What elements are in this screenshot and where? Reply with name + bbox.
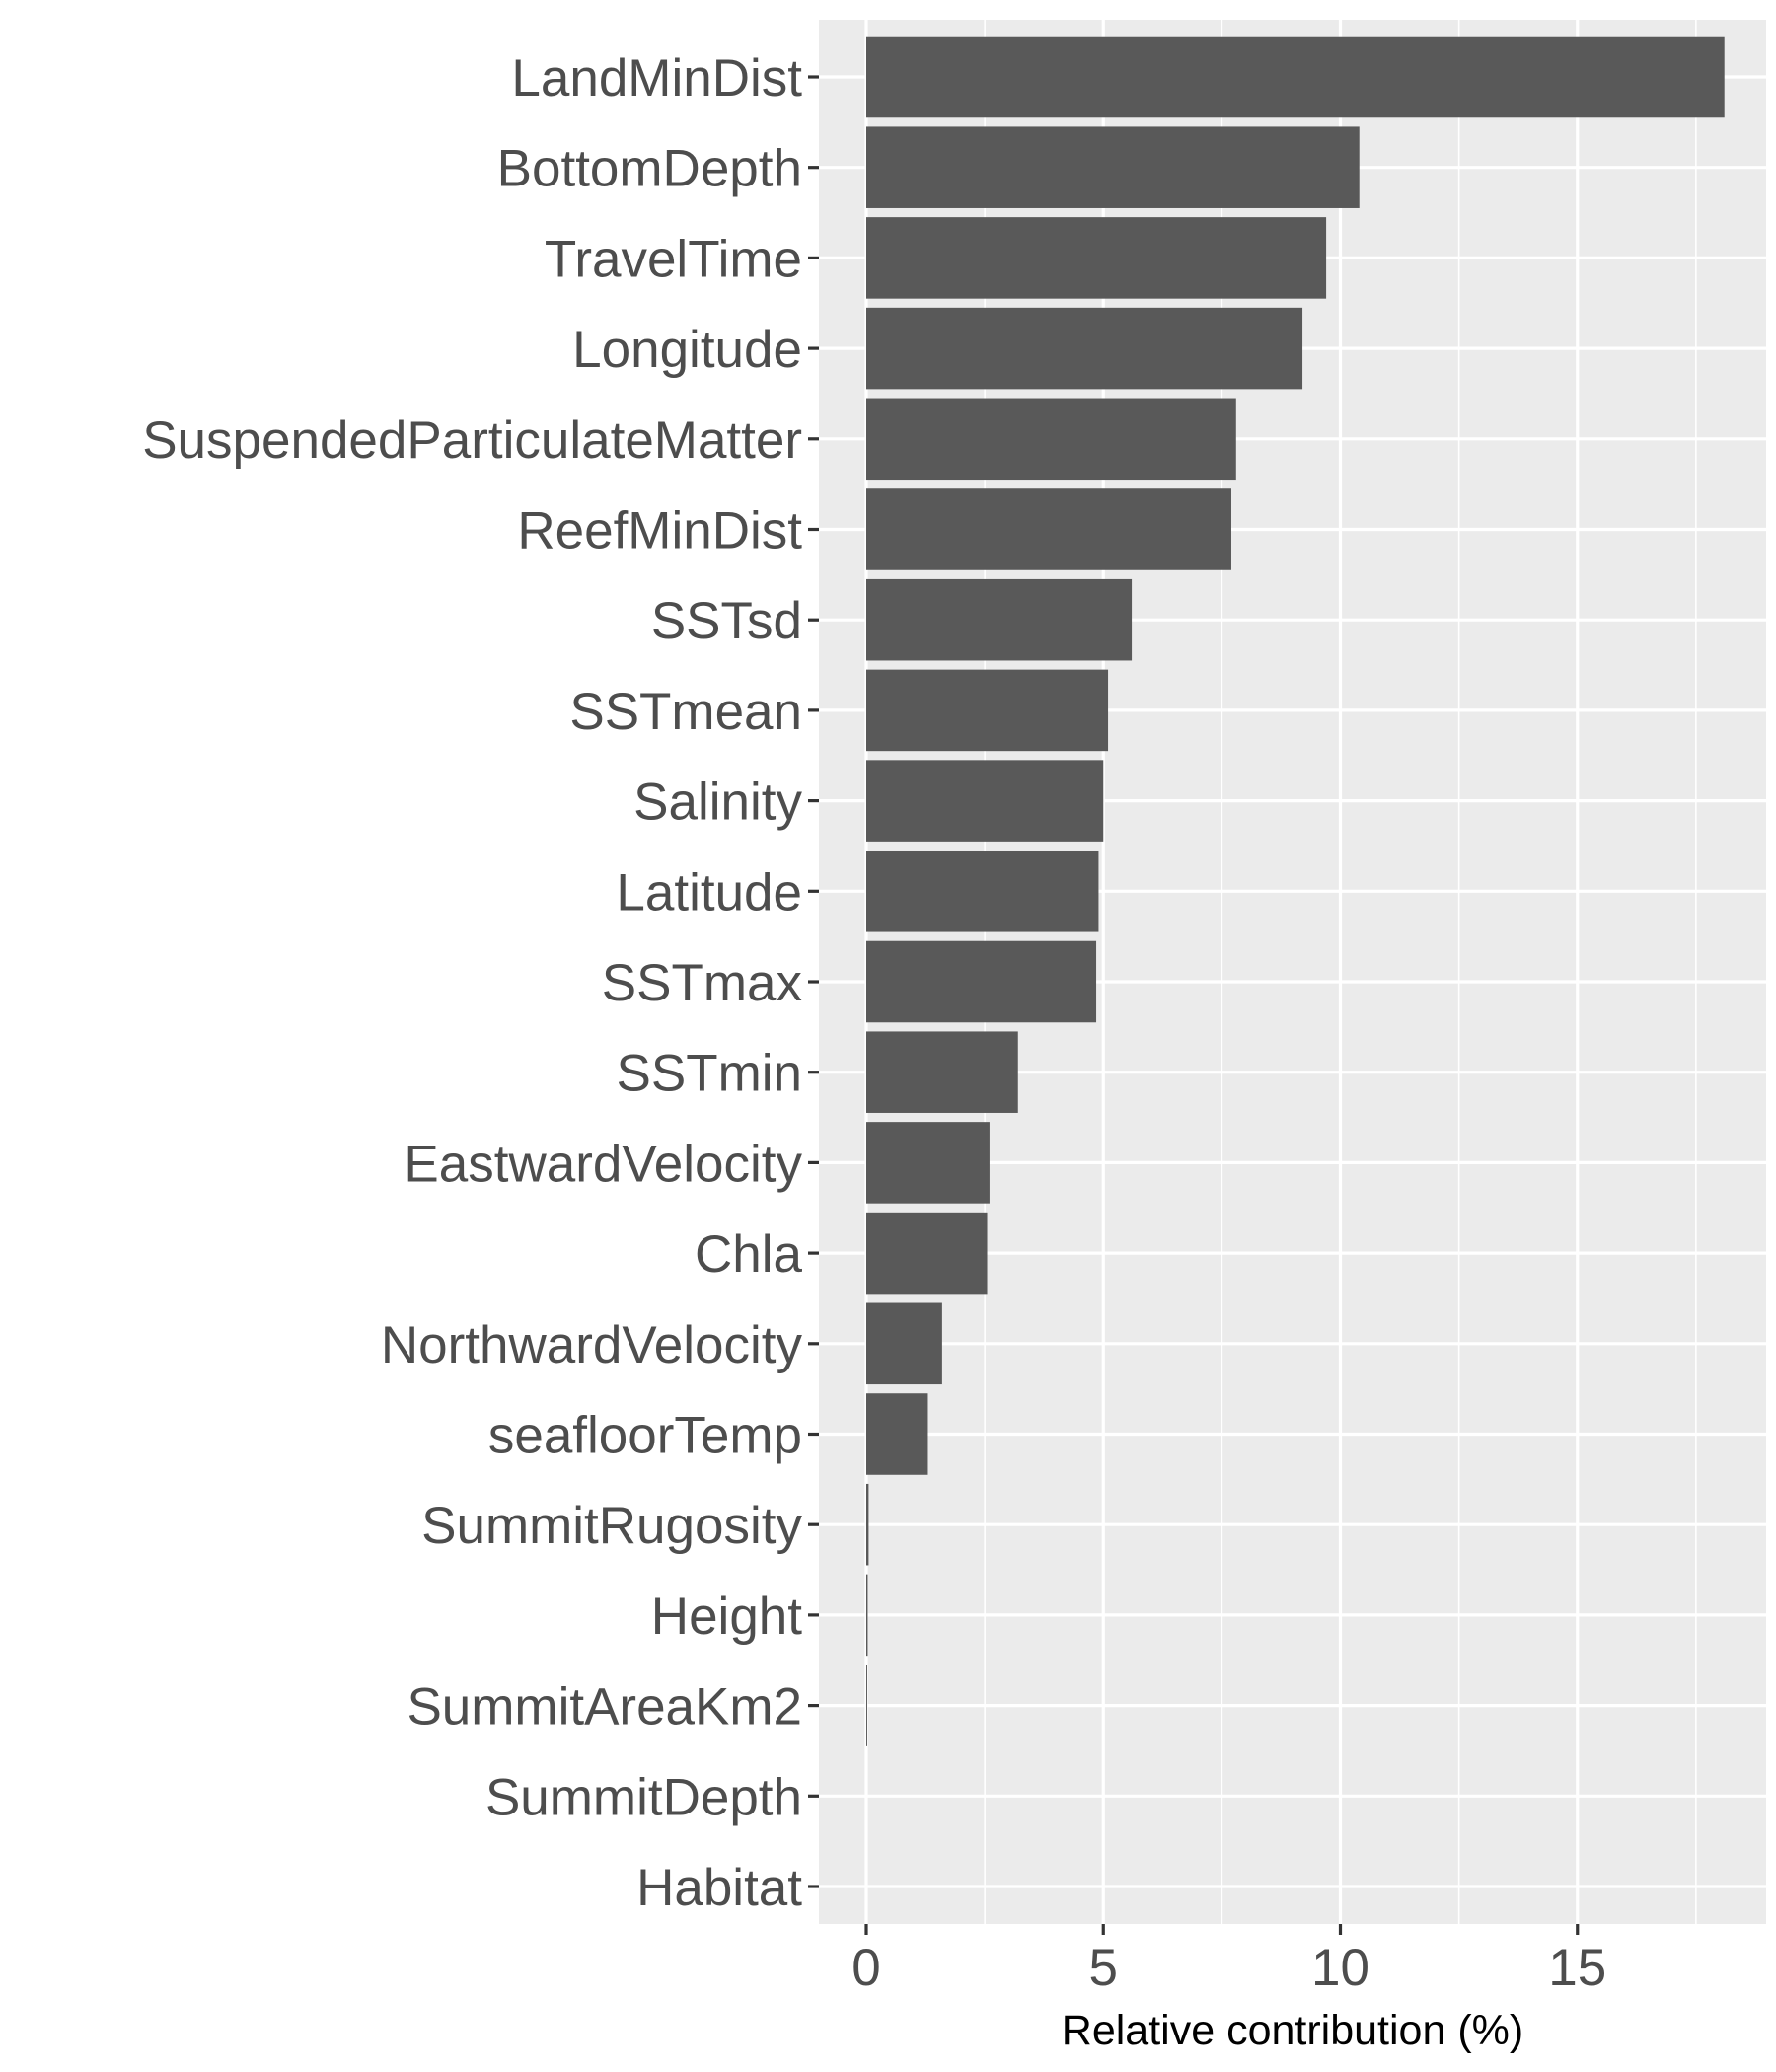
x-tick-label: 5 xyxy=(1089,1939,1118,1997)
y-axis: LandMinDist BottomDepth TravelTime Longitud… xyxy=(142,49,819,1917)
x-tick-label: 15 xyxy=(1548,1939,1606,1997)
bar xyxy=(866,1122,990,1204)
y-tick-label: SSTsd xyxy=(651,592,802,650)
y-tick-label: BottomDepth xyxy=(497,140,802,198)
y-tick-label: TravelTime xyxy=(545,230,802,288)
y-tick-label: NorthwardVelocity xyxy=(381,1316,803,1374)
bar xyxy=(866,760,1104,842)
y-tick-label: Chla xyxy=(695,1225,803,1284)
bar xyxy=(866,1393,928,1475)
y-tick-label: ReefMinDist xyxy=(517,502,802,560)
y-tick-label: seafloorTemp xyxy=(488,1407,802,1465)
bar xyxy=(866,851,1099,932)
y-tick-label: SummitDepth xyxy=(485,1768,802,1826)
y-tick-label: Latitude xyxy=(616,863,802,922)
y-tick-label: Height xyxy=(651,1588,802,1646)
bar xyxy=(866,126,1360,208)
bar xyxy=(866,1574,868,1657)
bar xyxy=(866,398,1236,481)
y-tick-label: EastwardVelocity xyxy=(404,1135,802,1193)
x-axis: 0 5 10 15 xyxy=(851,1924,1606,1997)
bar xyxy=(866,1483,869,1566)
bar xyxy=(866,1302,942,1385)
bar xyxy=(866,1031,1018,1113)
x-tick-label: 10 xyxy=(1311,1939,1369,1997)
y-tick-label: LandMinDist xyxy=(511,49,802,108)
y-tick-label: SummitAreaKm2 xyxy=(407,1678,802,1737)
x-tick-label: 0 xyxy=(851,1939,880,1997)
y-tick-label: SSTmax xyxy=(602,954,802,1012)
y-tick-label: SuspendedParticulateMatter xyxy=(142,411,802,470)
y-tick-label: Longitude xyxy=(572,321,802,379)
bar xyxy=(866,669,1109,752)
bar xyxy=(866,1665,867,1746)
y-tick-label: Salinity xyxy=(633,774,802,832)
y-tick-label: SSTmean xyxy=(569,683,802,741)
bar xyxy=(866,36,1725,118)
bar xyxy=(866,940,1097,1023)
y-tick-label: SummitRugosity xyxy=(421,1497,802,1555)
bar xyxy=(866,488,1231,570)
bars xyxy=(866,36,1725,1746)
x-axis-title: Relative contribution (%) xyxy=(1062,2007,1523,2054)
bar xyxy=(866,217,1327,299)
bar xyxy=(866,307,1303,390)
bar xyxy=(866,1212,988,1295)
bar xyxy=(866,578,1133,661)
y-tick-label: SSTmin xyxy=(617,1045,802,1103)
y-tick-label: Habitat xyxy=(636,1859,802,1917)
